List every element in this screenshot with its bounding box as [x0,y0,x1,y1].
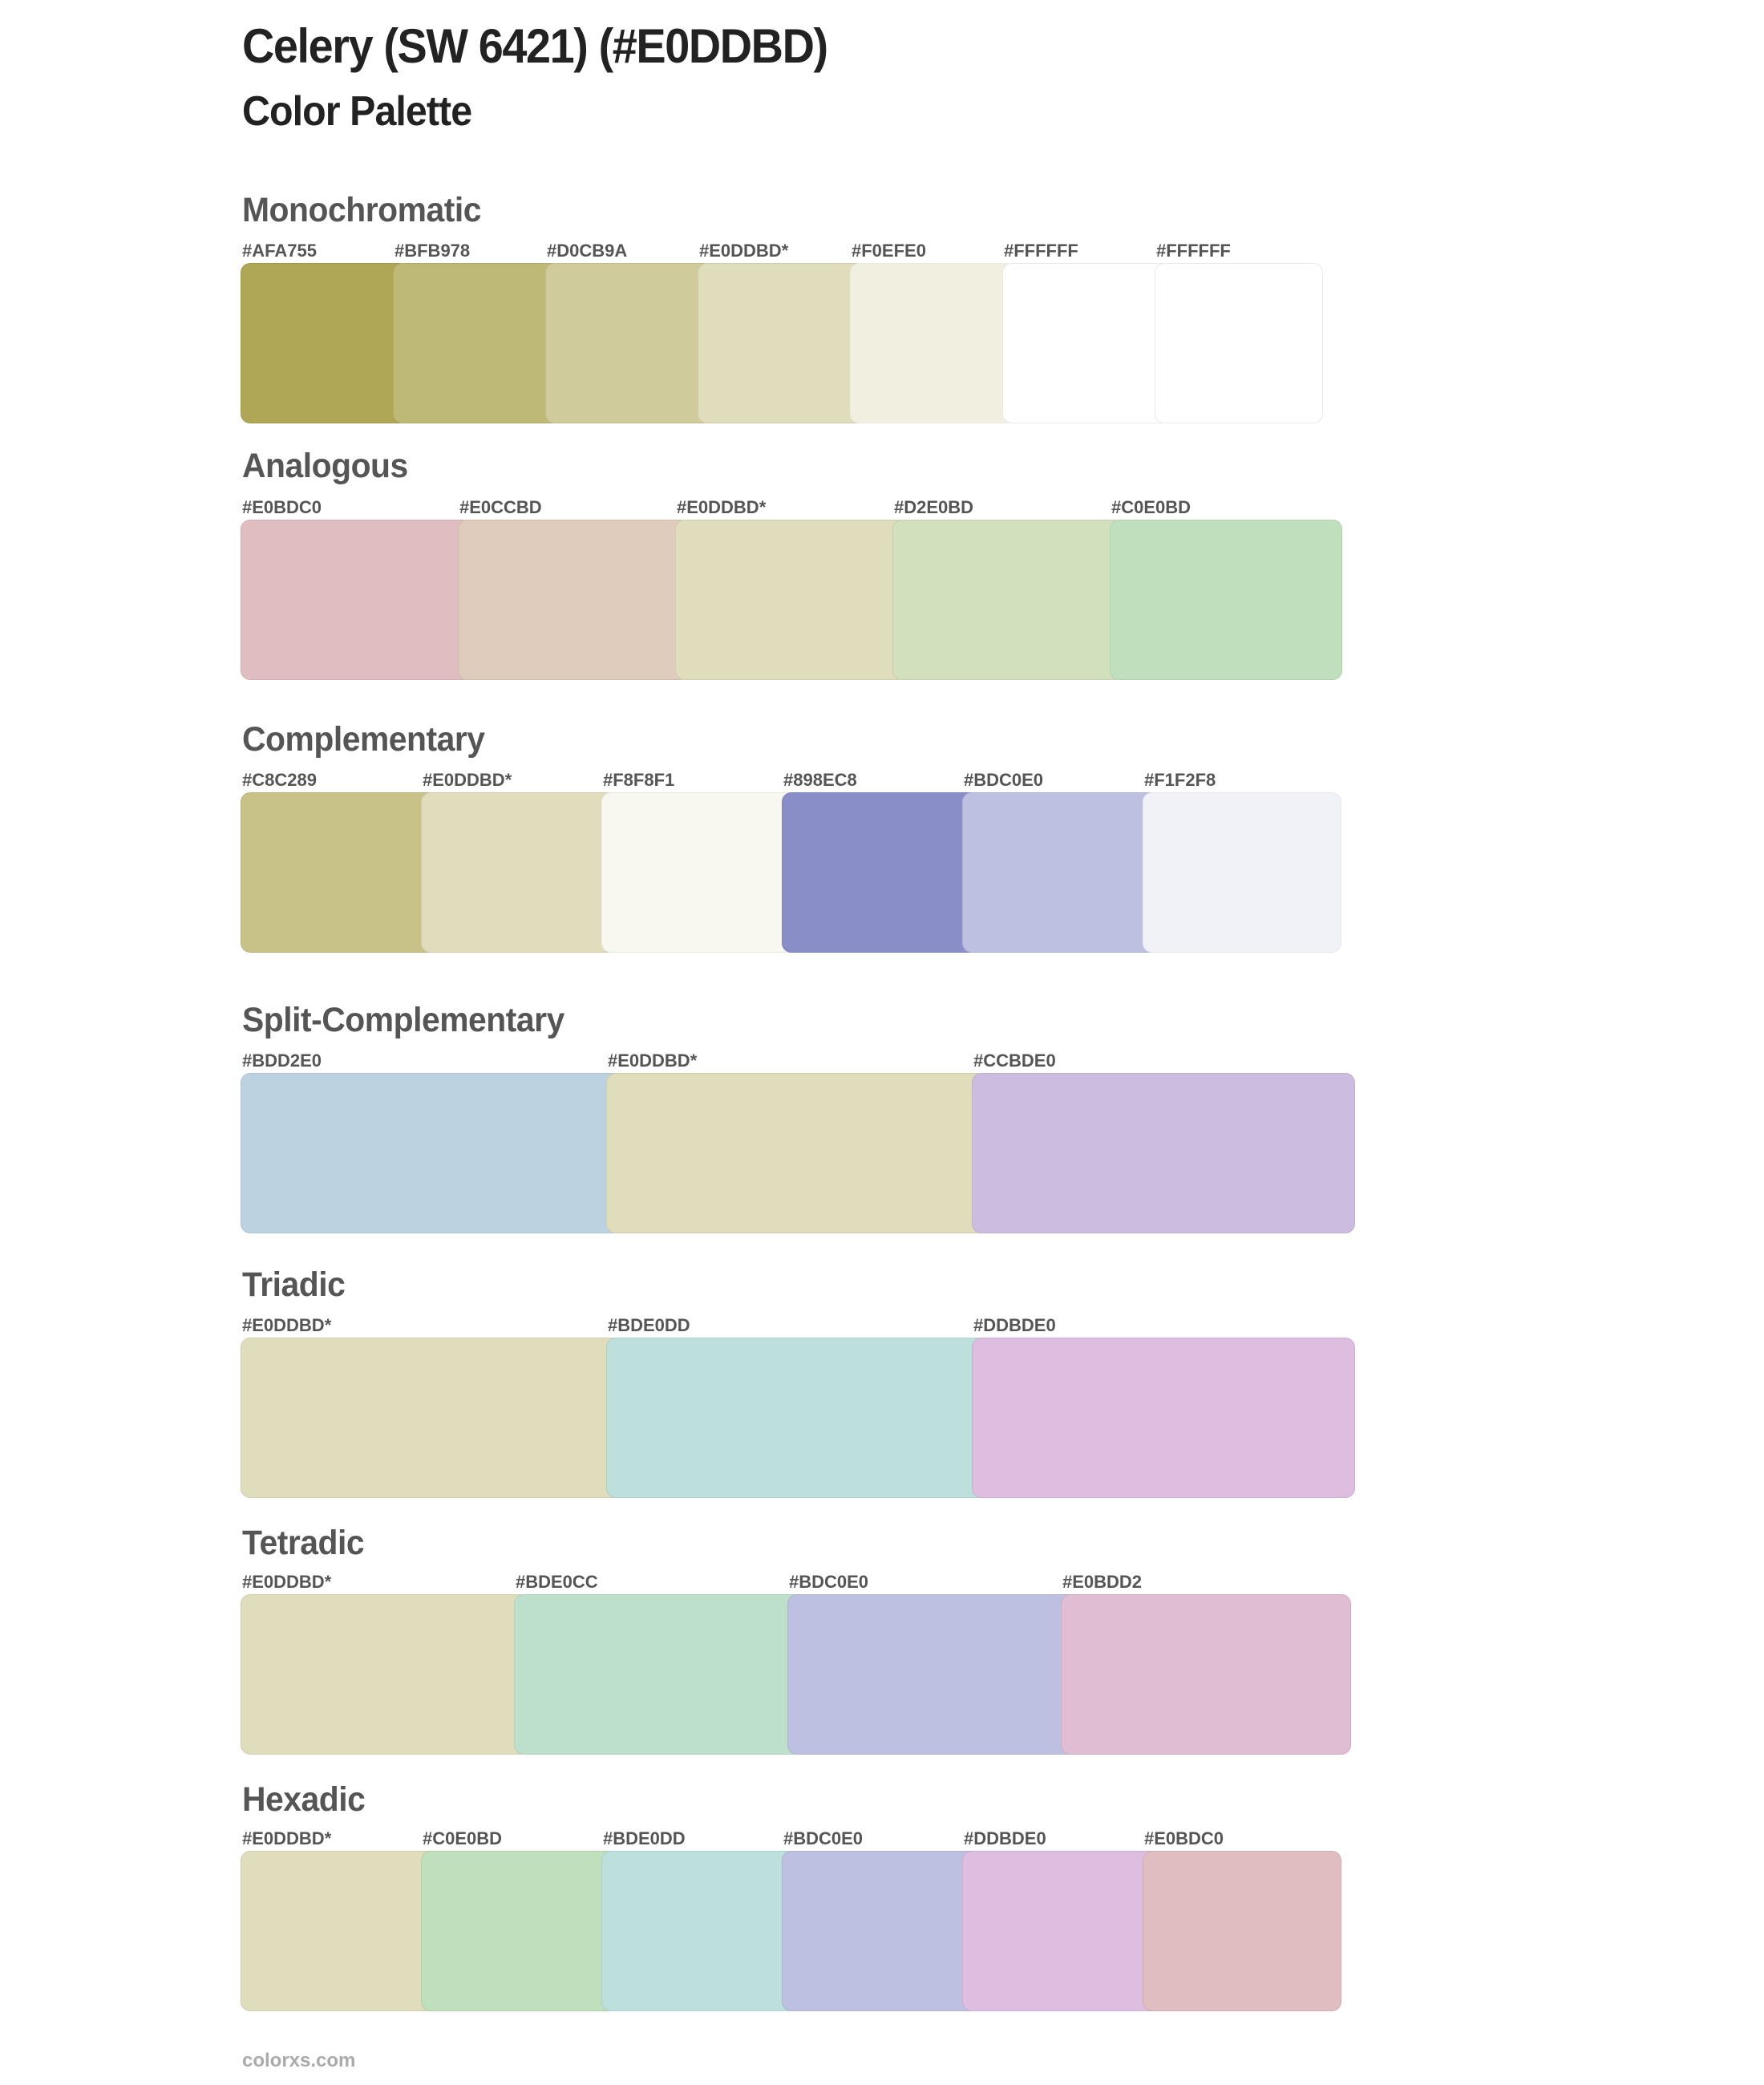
color-swatch[interactable] [1155,263,1323,423]
color-swatch[interactable] [782,792,981,953]
swatch-label: #BDE0CC [516,1572,598,1592]
color-swatch[interactable] [1061,1594,1351,1755]
color-swatch[interactable] [545,263,714,423]
swatch-label: #D2E0BD [894,497,974,517]
section-heading-tetradic: Tetradic [242,1524,365,1562]
color-swatch[interactable] [514,1594,804,1755]
swatch-label: #E0DDBD* [423,770,512,790]
swatch-label: #BDE0DD [608,1315,690,1335]
swatch-label: #E0BDC0 [242,497,322,517]
swatch-label: #BDC0E0 [783,1828,864,1848]
color-swatch[interactable] [241,1851,439,2011]
swatch-label: #AFA755 [242,241,317,261]
color-swatch[interactable] [972,1073,1355,1233]
swatch-label: #C8C289 [242,770,317,790]
swatch-label: #E0DDBD* [699,241,789,261]
color-swatch[interactable] [606,1073,989,1233]
swatch-label: #FFFFFF [1156,241,1231,261]
page-title: Celery (SW 6421) (#E0DDBD) [242,19,828,73]
swatch-label: #898EC8 [783,770,857,790]
color-swatch[interactable] [1002,263,1171,423]
color-swatch[interactable] [601,1851,800,2011]
swatch-label: #E0CCBD [459,497,542,517]
swatch-label: #E0DDBD* [677,497,767,517]
swatch-label: #E0DDBD* [242,1572,332,1592]
section-heading-monochromatic: Monochromatic [242,191,481,229]
footer-site-link[interactable]: colorxs.com [242,2050,356,2071]
color-swatch[interactable] [241,792,439,953]
section-heading-split-complementary: Split-Complementary [242,1001,564,1039]
swatch-label: #BDD2E0 [242,1051,322,1071]
swatch-label: #F0EFE0 [852,241,926,261]
color-swatch[interactable] [241,520,473,680]
color-swatch[interactable] [962,1851,1161,2011]
swatch-label: #D0CB9A [547,241,628,261]
section-heading-triadic: Triadic [242,1265,346,1304]
swatch-label: #E0BDD2 [1062,1572,1143,1592]
swatch-label: #E0BDC0 [1144,1828,1224,1848]
swatch-label: #E0DDBD* [608,1051,698,1071]
color-swatch[interactable] [458,520,690,680]
color-swatch[interactable] [972,1338,1355,1498]
color-swatch[interactable] [421,792,620,953]
color-swatch[interactable] [850,263,1018,423]
color-swatch[interactable] [1110,520,1342,680]
swatch-label: #C0E0BD [423,1828,503,1848]
color-swatch[interactable] [698,263,866,423]
swatch-label: #DDBDE0 [964,1828,1046,1848]
color-swatch[interactable] [782,1851,981,2011]
color-swatch[interactable] [241,1594,531,1755]
section-heading-complementary: Complementary [242,720,485,759]
color-swatch[interactable] [962,792,1161,953]
swatch-label: #E0DDBD* [242,1828,332,1848]
color-swatch[interactable] [606,1338,989,1498]
color-swatch[interactable] [892,520,1125,680]
swatch-label: #CCBDE0 [973,1051,1056,1071]
swatch-label: #E0DDBD* [242,1315,332,1335]
color-swatch[interactable] [601,792,800,953]
swatch-label: #BDE0DD [603,1828,686,1848]
color-swatch[interactable] [787,1594,1078,1755]
color-swatch[interactable] [241,1073,624,1233]
swatch-label: #DDBDE0 [973,1315,1056,1335]
swatch-label: #BFB978 [394,241,471,261]
swatch-label: #BDC0E0 [789,1572,869,1592]
swatch-label: #BDC0E0 [964,770,1044,790]
color-swatch[interactable] [241,263,409,423]
swatch-label: #FFFFFF [1004,241,1078,261]
color-swatch[interactable] [241,1338,624,1498]
section-heading-analogous: Analogous [242,447,408,485]
color-swatch[interactable] [393,263,561,423]
section-heading-hexadic: Hexadic [242,1780,366,1819]
swatch-label: #F1F2F8 [1144,770,1216,790]
page-subtitle: Color Palette [242,88,472,135]
color-swatch[interactable] [675,520,908,680]
color-swatch[interactable] [1143,1851,1341,2011]
swatch-label: #C0E0BD [1111,497,1192,517]
color-swatch[interactable] [1143,792,1341,953]
swatch-label: #F8F8F1 [603,770,675,790]
color-swatch[interactable] [421,1851,620,2011]
